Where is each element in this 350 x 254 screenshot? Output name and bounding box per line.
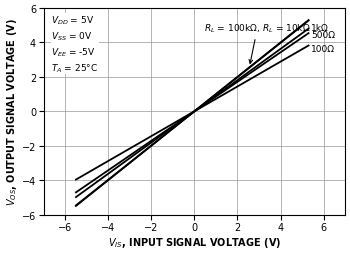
Text: 500Ω: 500Ω [311,31,335,40]
X-axis label: $V_{IS}$, INPUT SIGNAL VOLTAGE (V): $V_{IS}$, INPUT SIGNAL VOLTAGE (V) [108,235,281,249]
Text: $V_{DD}$ = 5V
$V_{SS}$ = 0V
$V_{EE}$ = -5V
$T_A$ = 25°C: $V_{DD}$ = 5V $V_{SS}$ = 0V $V_{EE}$ = -… [51,14,98,74]
Text: 100Ω: 100Ω [311,45,335,54]
Text: $R_L$ = 100kΩ, $R_L$ = 10kΩ: $R_L$ = 100kΩ, $R_L$ = 10kΩ [204,23,311,64]
Text: 1kΩ: 1kΩ [311,24,329,33]
Y-axis label: $V_{OS}$, OUTPUT SIGNAL VOLTAGE (V): $V_{OS}$, OUTPUT SIGNAL VOLTAGE (V) [5,18,19,205]
